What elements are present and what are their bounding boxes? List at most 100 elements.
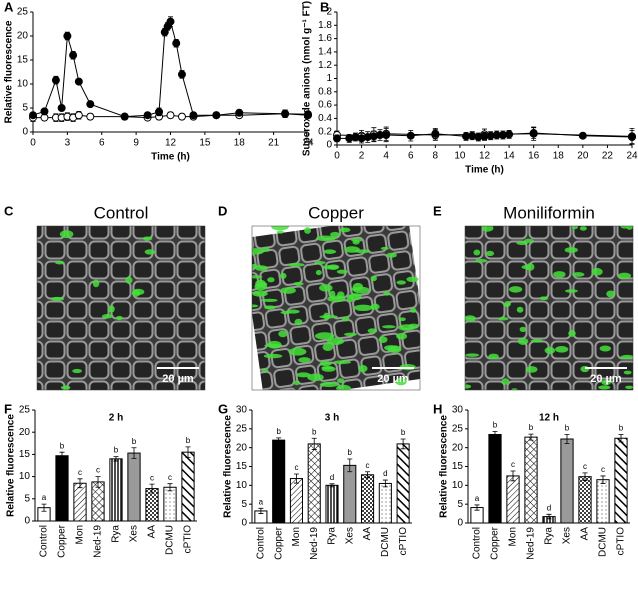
fluorescence-spot <box>465 353 480 357</box>
fluorescence-spot <box>315 269 322 276</box>
y-axis-label: Relative fluorescence <box>6 414 17 517</box>
fluorescence-spot <box>261 298 278 303</box>
fluorescence-spot <box>316 235 336 242</box>
fluorescence-spot <box>264 305 276 310</box>
fluorescence-spot <box>565 289 578 293</box>
fluorescence-spot <box>59 230 74 239</box>
significance-letter: c <box>294 463 298 472</box>
x-axis-label: Time (h) <box>465 165 504 176</box>
y-tick-label: 10 <box>452 480 464 491</box>
fluorescence-spot <box>465 315 476 322</box>
fluorescence-spot <box>294 318 303 326</box>
error-bar <box>258 507 264 514</box>
bar <box>73 482 87 522</box>
y-tick-label: 10 <box>17 79 29 90</box>
data-point <box>628 133 636 142</box>
frame <box>251 225 421 391</box>
x-tick-label: 3 <box>65 138 71 149</box>
fluorescence-spot <box>626 226 633 230</box>
bar <box>361 474 375 524</box>
y-tick-label: 15 <box>236 461 248 472</box>
fluorescence-spot <box>288 262 305 267</box>
data-point <box>333 134 341 143</box>
error-bar <box>510 470 516 482</box>
significance-letter: b <box>565 424 570 433</box>
fluorescence-spot <box>530 339 544 343</box>
error-bar <box>492 431 498 438</box>
significance-letter: b <box>60 441 65 450</box>
x-tick-label: 6 <box>99 138 105 149</box>
image-title: Moniliformin <box>503 203 595 222</box>
frame <box>36 225 206 391</box>
x-tick-label: 18 <box>553 151 565 162</box>
fluorescence-spot <box>488 353 499 360</box>
x-tick-label: Control <box>39 525 50 557</box>
frame <box>464 225 634 391</box>
x-tick-label: 2 <box>359 151 365 162</box>
x-tick-label: AA <box>580 527 591 541</box>
fluorescence-spot <box>252 304 259 308</box>
data-point <box>86 112 95 121</box>
y-tick-label: 1.4 <box>318 47 332 58</box>
image-title: Control <box>94 203 149 222</box>
bar <box>560 438 574 524</box>
y-tick-label: 5 <box>457 499 463 510</box>
y-tick-label: 0 <box>326 140 332 151</box>
x-tick-label: 4 <box>383 151 389 162</box>
significance-letter: c <box>96 466 100 475</box>
data-point <box>177 70 186 79</box>
y-tick-label: 5 <box>22 103 28 114</box>
data-point <box>177 112 186 121</box>
x-tick-label: Ned-19 <box>309 527 320 560</box>
fluorescence-spot <box>572 272 585 277</box>
fluorescence-spot <box>519 326 527 333</box>
fluorescence-spot <box>252 248 265 255</box>
fluorescence-spot <box>599 345 612 352</box>
data-point <box>505 130 514 139</box>
significance-letter: d <box>547 503 551 512</box>
fluorescence-spot <box>280 287 296 294</box>
data-point <box>166 17 175 26</box>
fluorescence-spot <box>319 360 332 367</box>
x-tick-label: Xes <box>129 525 140 542</box>
fluorescence-spot <box>473 249 481 256</box>
fluorescence-spot <box>341 316 350 322</box>
y-tick-label: 25 <box>19 405 31 416</box>
fluorescence-spot <box>387 345 402 353</box>
fluorescence-spot <box>553 271 566 278</box>
fluorescence-spot <box>255 265 269 271</box>
fluorescence-spot <box>564 247 578 253</box>
significance-letter: a <box>259 497 264 506</box>
significance-letter: b <box>348 448 353 457</box>
x-tick-label: Mon <box>75 525 86 544</box>
y-tick-label: 0 <box>24 516 30 527</box>
fluorescence-spot <box>623 370 632 375</box>
bar <box>272 439 286 524</box>
fluorescence-spot <box>125 276 133 284</box>
x-tick-label: Ned-19 <box>526 527 537 560</box>
x-tick-label: Ned-19 <box>93 525 104 558</box>
significance-letter: c <box>150 473 154 482</box>
bar <box>91 481 105 522</box>
error-bar <box>546 513 552 520</box>
fluorescence-spot <box>349 293 362 301</box>
y-tick-label: 5 <box>24 493 30 504</box>
chart-title: 3 h <box>325 413 339 424</box>
fluorescence-spot <box>409 307 417 313</box>
fluorescence-spot <box>395 377 407 386</box>
fluorescence-spot <box>503 303 510 308</box>
x-tick-label: AA <box>147 525 158 539</box>
fluorescence-spot <box>285 309 300 314</box>
fluorescence-spot <box>252 275 263 279</box>
fluorescence-spot <box>261 368 269 373</box>
fluorescence-spot <box>298 357 311 363</box>
fluorescence-spot <box>509 286 523 293</box>
x-tick-label: Xes <box>562 527 573 544</box>
bar <box>488 433 502 524</box>
x-tick-label: DCMU <box>165 525 176 555</box>
y-tick-label: 30 <box>236 405 248 416</box>
error-bar <box>276 437 282 443</box>
panel-letter: C <box>4 203 14 218</box>
x-tick-label: 16 <box>528 151 540 162</box>
data-point <box>69 51 78 60</box>
